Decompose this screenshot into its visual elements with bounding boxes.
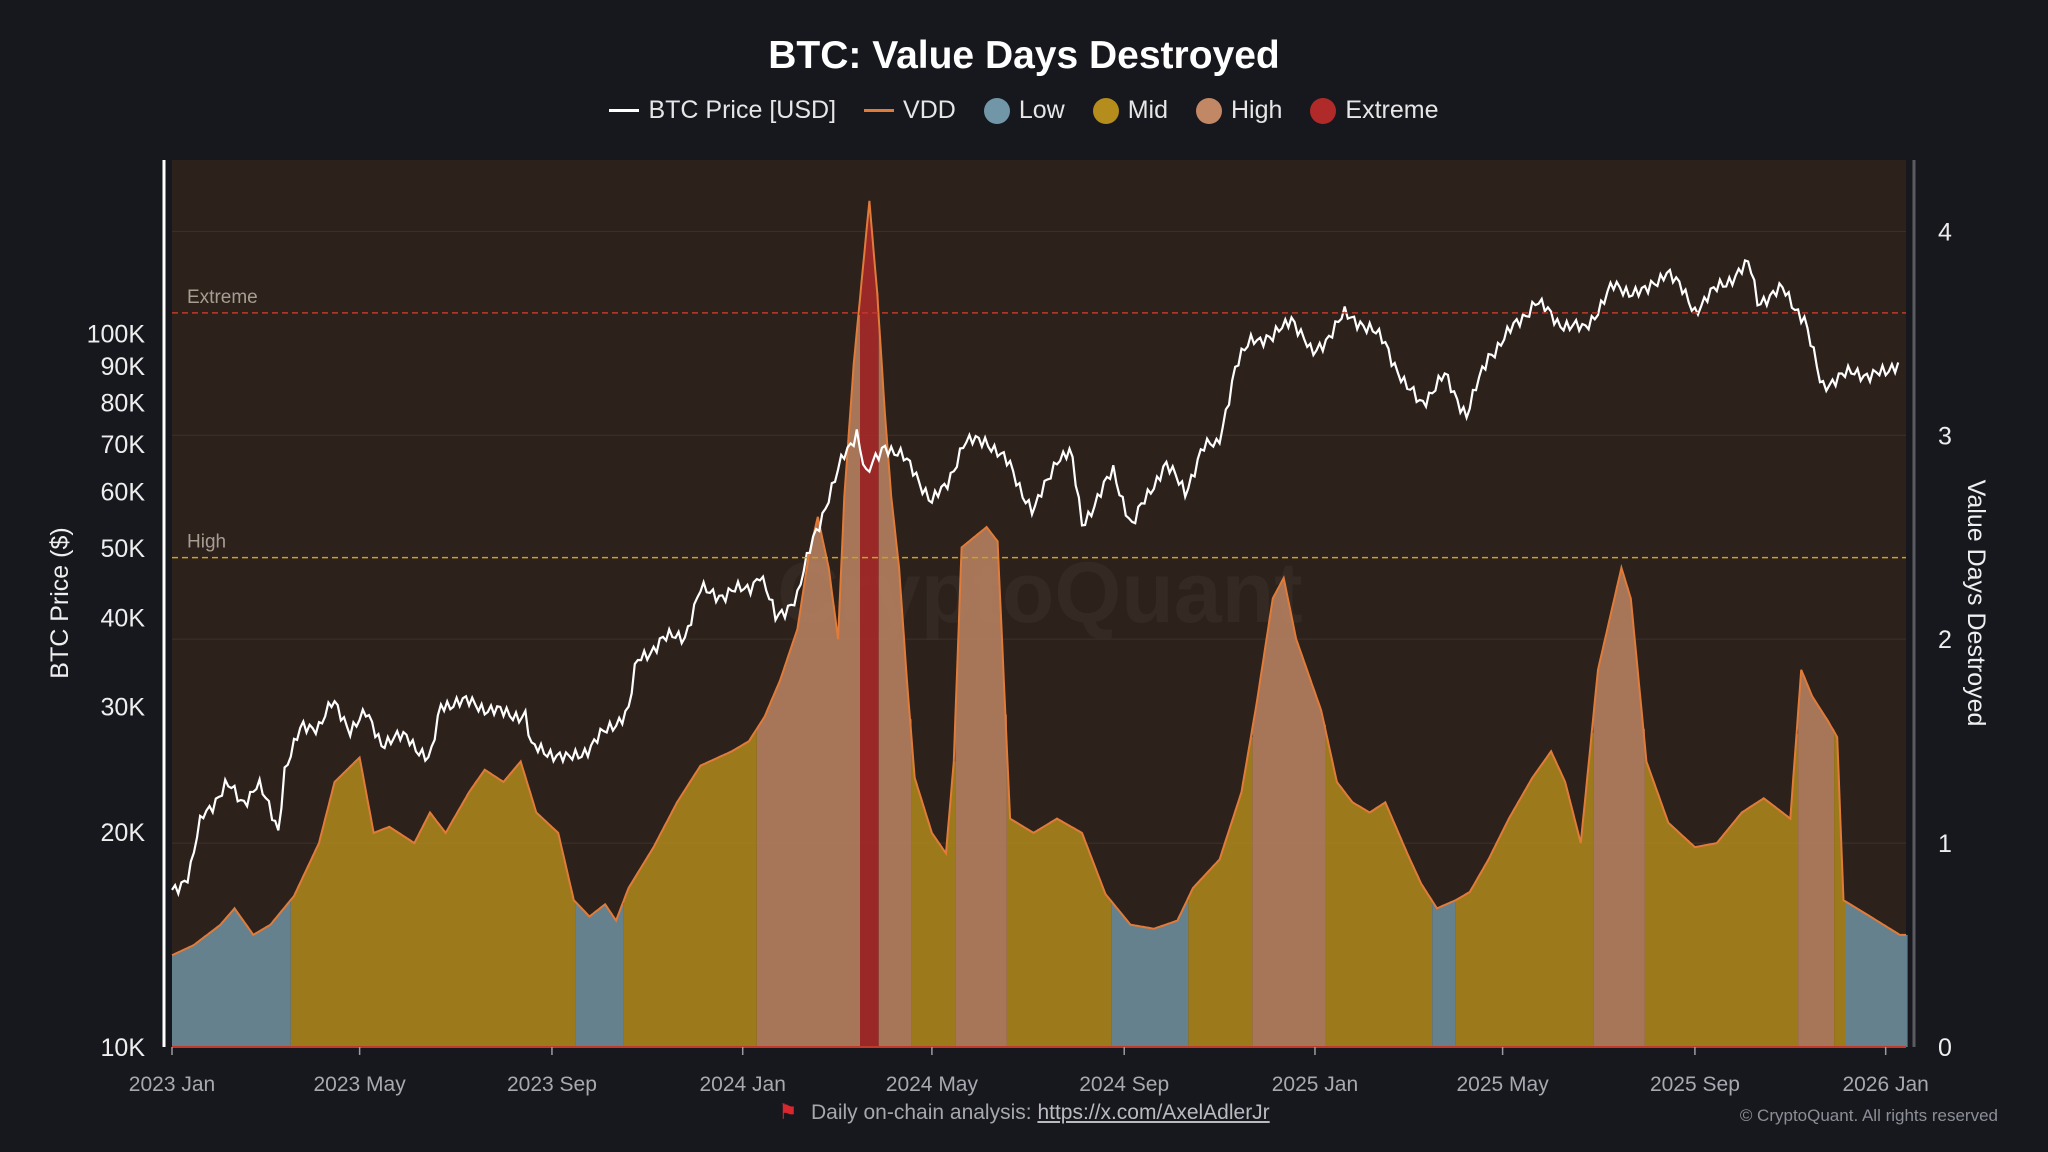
vdd-area-low xyxy=(1845,901,1908,1047)
vdd-area-mid xyxy=(290,757,576,1047)
vdd-area-high xyxy=(955,527,1007,1047)
y-left-tick-label: 80K xyxy=(101,390,146,418)
x-tick-label: 2024 Sep xyxy=(1079,1073,1169,1096)
footer-text: Daily on-chain analysis: xyxy=(810,1101,1032,1124)
threshold-label-extreme: Extreme xyxy=(187,287,258,308)
y-right-tick-label: 0 xyxy=(1938,1034,1952,1062)
legend-item-mid[interactable]: Mid xyxy=(1092,96,1168,125)
y-left-tick-label: 90K xyxy=(101,353,146,381)
footer: ⚑ Daily on-chain analysis: https://x.com… xyxy=(0,1100,2048,1125)
vdd-area-mid xyxy=(1455,732,1594,1047)
x-tick-label: 2023 May xyxy=(314,1073,407,1096)
btc-price-line xyxy=(171,258,1900,898)
vdd-area-mid xyxy=(911,738,956,1047)
vdd-area-high xyxy=(1252,578,1326,1047)
legend-line-swatch xyxy=(609,109,640,112)
legend-label: BTC Price [USD] xyxy=(648,96,837,124)
vdd-area-mid xyxy=(623,731,757,1047)
vdd-area-high xyxy=(1798,669,1835,1047)
y-left-tick-label: 30K xyxy=(101,694,146,722)
legend-dot-swatch xyxy=(1310,97,1337,124)
chart-legend: BTC Price [USD] VDD Low Mid High Extreme xyxy=(0,96,2048,125)
legend-item-btc-price-usd[interactable]: BTC Price [USD] xyxy=(609,96,836,125)
y-left-tick-label: 20K xyxy=(101,819,146,847)
vdd-area-high xyxy=(878,317,912,1047)
legend-item-high[interactable]: High xyxy=(1195,96,1283,125)
y-right-tick-label: 2 xyxy=(1938,626,1952,654)
legend-line-swatch xyxy=(864,109,895,112)
legend-dot-swatch xyxy=(1092,97,1119,124)
y-left-tick-label: 60K xyxy=(101,479,146,507)
vdd-area-mid xyxy=(1644,733,1799,1047)
vdd-area-high xyxy=(1593,567,1645,1047)
legend-item-low[interactable]: Low xyxy=(983,96,1065,125)
vdd-area-layer xyxy=(172,200,1908,1048)
vdd-area-low xyxy=(575,901,624,1047)
y-left-tick-label: 10K xyxy=(101,1034,146,1062)
vdd-area-extreme xyxy=(860,200,879,1048)
x-tick-label: 2025 Sep xyxy=(1650,1073,1740,1096)
chart-title: BTC: Value Days Destroyed xyxy=(768,34,1280,77)
legend-item-extreme[interactable]: Extreme xyxy=(1310,96,1439,125)
y-right-tick-label: 4 xyxy=(1938,218,1952,246)
legend-dot-swatch xyxy=(1195,97,1222,124)
legend-label: Low xyxy=(1018,96,1065,124)
legend-label: Extreme xyxy=(1345,96,1439,124)
vdd-area-low xyxy=(172,901,291,1047)
y-right-axis-title: Value Days Destroyed xyxy=(1962,480,1990,727)
legend-item-vdd[interactable]: VDD xyxy=(864,96,956,125)
vdd-area-mid xyxy=(1325,732,1433,1047)
vdd-area-mid xyxy=(1834,731,1845,1047)
threshold-label-high: High xyxy=(187,532,226,553)
y-left-tick-label: 70K xyxy=(101,431,146,459)
legend-dot-swatch xyxy=(983,97,1010,124)
vdd-line xyxy=(171,200,1906,957)
x-tick-label: 2023 Sep xyxy=(507,1073,597,1096)
vdd-area-low xyxy=(1111,901,1189,1047)
x-tick-label: 2024 Jan xyxy=(699,1073,785,1096)
y-left-tick-label: 50K xyxy=(101,535,146,563)
vdd-area-mid xyxy=(1006,749,1112,1047)
y-left-tick-label: 40K xyxy=(101,604,146,632)
flag-icon: ⚑ xyxy=(778,1101,798,1124)
vdd-area-mid xyxy=(1188,737,1253,1047)
legend-label: High xyxy=(1230,96,1283,124)
x-tick-label: 2025 Jan xyxy=(1272,1073,1358,1096)
x-tick-label: 2026 Jan xyxy=(1842,1073,1928,1096)
copyright-text: © CryptoQuant. All rights reserved xyxy=(1739,1106,1998,1125)
x-tick-label: 2025 May xyxy=(1456,1073,1549,1096)
series-line-layer xyxy=(171,200,1906,957)
vdd-area-high xyxy=(756,315,860,1047)
y-right-tick-label: 3 xyxy=(1938,422,1952,450)
legend-label: Mid xyxy=(1127,96,1168,124)
axes-layer: 10K 20K 30K 40K 50K 60K 70K 80K 90K 100K 0 1 2 3 4 2023… xyxy=(46,160,1990,1096)
y-left-axis-title: BTC Price ($) xyxy=(46,527,74,678)
y-left-tick-label: 100K xyxy=(87,320,146,348)
footer-link[interactable]: https://x.com/AxelAdlerJr xyxy=(1037,1101,1270,1124)
vdd-area-low xyxy=(1432,900,1456,1047)
y-right-tick-label: 1 xyxy=(1938,830,1952,858)
x-tick-label: 2024 May xyxy=(886,1073,979,1096)
x-tick-label: 2023 Jan xyxy=(129,1073,215,1096)
legend-label: VDD xyxy=(903,96,956,124)
threshold-layer: High Extreme xyxy=(172,287,1906,559)
